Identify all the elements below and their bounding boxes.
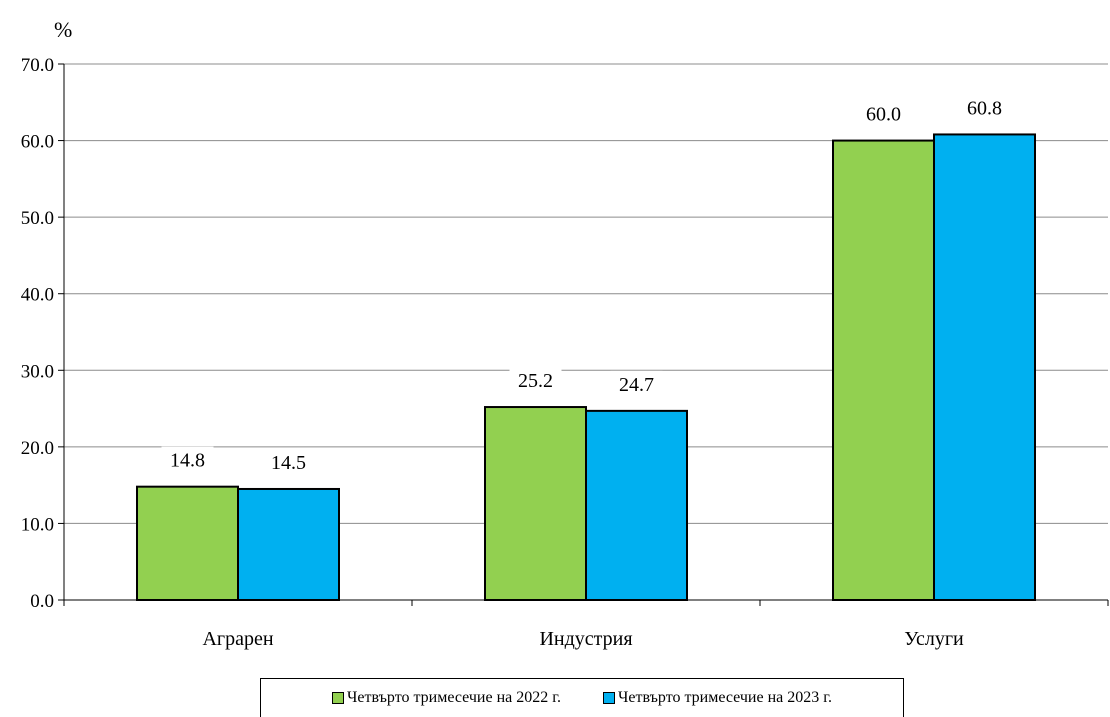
bar <box>933 133 1036 601</box>
data-label-bg <box>509 367 562 394</box>
y-axis-unit-label: % <box>54 17 72 42</box>
data-label-bg <box>857 100 910 127</box>
x-category-label: Услуги <box>904 628 964 650</box>
data-label-bg <box>161 446 214 473</box>
data-label: 14.8 <box>170 450 205 472</box>
legend-label-2022: Четвърто тримесечие на 2022 г. <box>347 689 561 706</box>
legend-swatch-2023 <box>603 692 615 704</box>
y-tick-label: 40.0 <box>21 285 54 306</box>
legend-item-2023: Четвърто тримесечие на 2023 г. <box>603 689 832 707</box>
data-label: 24.7 <box>619 374 654 396</box>
bar <box>237 487 340 602</box>
bar <box>136 485 239 601</box>
bar <box>832 139 935 601</box>
y-tick-label: 70.0 <box>21 55 54 76</box>
legend-item-2022: Четвърто тримесечие на 2022 г. <box>332 689 561 707</box>
legend: Четвърто тримесечие на 2022 г. Четвърто … <box>260 678 904 717</box>
data-label-bg <box>958 94 1011 121</box>
data-label-bg <box>262 448 315 475</box>
y-tick-label: 30.0 <box>21 361 54 382</box>
bar-chart: % 0.0 10.0 20.0 30.0 40.0 50.0 60.0 70.0 Аграрен… <box>21 17 1109 650</box>
data-label: 25.2 <box>518 370 553 392</box>
bars <box>136 133 1036 602</box>
x-category-label: Индустрия <box>539 628 632 650</box>
data-label-bg <box>610 370 663 397</box>
bar <box>484 406 587 602</box>
data-label: 60.8 <box>967 97 1002 119</box>
x-category-label: Аграрен <box>202 628 273 650</box>
y-tick-label: 60.0 <box>21 132 54 153</box>
y-tick-label: 20.0 <box>21 438 54 459</box>
data-labels: 14.8 14.5 25.2 24.7 60.0 60.8 <box>161 94 1011 475</box>
legend-swatch-2022 <box>332 692 344 704</box>
data-label: 14.5 <box>271 452 306 474</box>
y-tick-label: 10.0 <box>21 514 54 535</box>
y-tick-label: 50.0 <box>21 208 54 229</box>
data-label: 60.0 <box>866 104 901 126</box>
legend-label-2023: Четвърто тримесечие на 2023 г. <box>618 689 832 706</box>
bar <box>585 409 688 601</box>
gridlines <box>64 63 1108 524</box>
y-tick-label: 0.0 <box>30 591 54 612</box>
